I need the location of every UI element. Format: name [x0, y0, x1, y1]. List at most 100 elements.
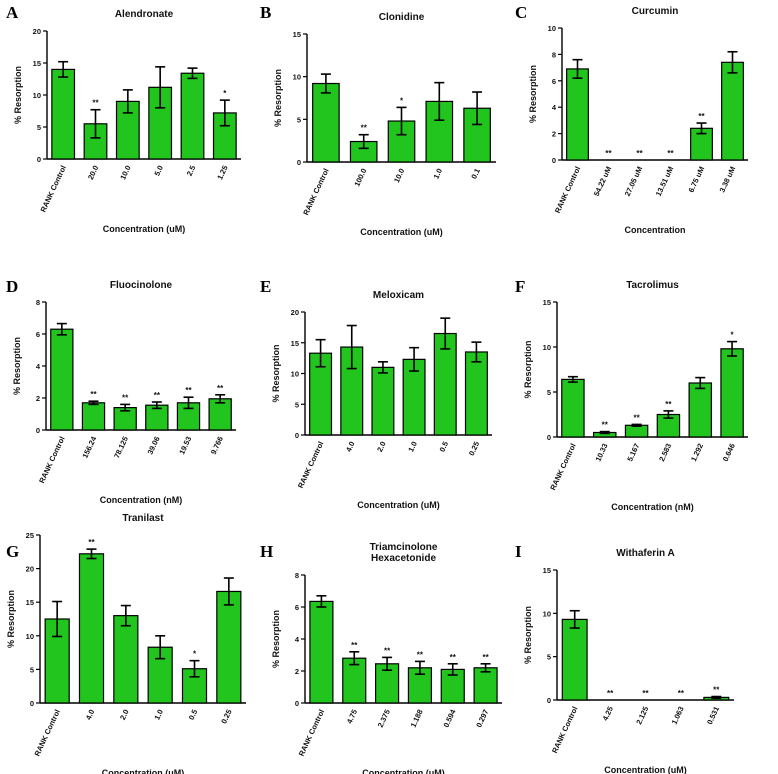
x-tick-label: RANK Control: [37, 435, 66, 485]
significance-mark: **: [90, 390, 97, 399]
significance-mark: **: [122, 393, 129, 402]
x-tick-label: 4.25: [601, 705, 615, 722]
x-axis-label: Concentration (uM): [360, 227, 443, 237]
x-axis-label: Concentration (nM): [611, 502, 694, 512]
panel-letter: E: [260, 277, 271, 296]
x-tick-label: 4.0: [344, 440, 357, 453]
x-tick-label: 1.0: [432, 167, 445, 180]
significance-mark: **: [665, 400, 672, 409]
y-tick-label: 0: [295, 431, 299, 440]
significance-mark: **: [607, 689, 614, 698]
y-axis-label: % Resorption: [523, 340, 533, 398]
x-tick-label: RANK Control: [297, 708, 326, 758]
bar: [78, 553, 105, 704]
y-tick-label: 5: [295, 400, 299, 409]
significance-mark: **: [667, 149, 674, 158]
x-tick-label: 1.292: [689, 442, 705, 463]
bar: [720, 348, 744, 438]
panel-letter: F: [515, 277, 525, 296]
y-tick-label: 8: [552, 50, 556, 59]
panel-letter: D: [6, 277, 18, 296]
bar: [51, 68, 76, 160]
x-tick-label: RANK Control: [33, 708, 62, 758]
chart-title: Triamcinolone: [370, 542, 438, 553]
significance-mark: *: [223, 89, 227, 98]
x-tick-label: 2.583: [657, 442, 673, 463]
significance-mark: *: [731, 331, 735, 340]
x-tick-label: 0.1: [469, 167, 482, 180]
x-tick-label: RANK Control: [550, 705, 579, 755]
y-tick-label: 4: [552, 103, 557, 112]
y-tick-label: 20: [33, 27, 41, 36]
bar: [561, 618, 588, 701]
x-tick-label: 2.125: [634, 705, 650, 726]
y-axis-label: % Resorption: [13, 66, 23, 124]
x-tick-label: RANK Control: [301, 167, 330, 217]
x-tick-label: 9.766: [209, 435, 225, 456]
x-tick-label: 0.25: [219, 708, 233, 725]
y-tick-label: 8: [295, 571, 299, 580]
significance-mark: **: [417, 650, 424, 659]
y-tick-label: 6: [552, 77, 556, 86]
panel-letter: H: [260, 542, 273, 561]
panel-c: C Curcumin % Resorption 0 2 4 6 8 10 RANK Control…: [515, 3, 748, 235]
y-tick-label: 5: [37, 123, 41, 132]
bar: [180, 72, 205, 160]
bar: [566, 68, 589, 161]
x-tick-label: 10.33: [593, 442, 609, 463]
y-tick-label: 6: [295, 603, 299, 612]
y-tick-label: 0: [297, 158, 301, 167]
chart-title: Alendronate: [115, 9, 174, 20]
y-axis-label: % Resorption: [12, 337, 22, 395]
panel-letter: C: [515, 3, 527, 22]
panel-b: B Clonidine % Resorption 0 5 10 15 RANK Control…: [260, 3, 496, 237]
x-tick-label: 0.297: [474, 708, 490, 729]
x-tick-label: 10.0: [392, 167, 406, 184]
y-tick-label: 15: [26, 598, 34, 607]
chart-title: Clonidine: [379, 12, 425, 23]
y-tick-label: 10: [291, 370, 299, 379]
chart-title: Withaferin A: [616, 548, 674, 559]
x-tick-label: 13.51 uM: [654, 165, 676, 198]
x-tick-label: 156.24: [80, 434, 98, 459]
y-tick-label: 10: [33, 91, 41, 100]
bar: [387, 120, 416, 163]
significance-mark: *: [400, 96, 404, 105]
bar: [561, 378, 585, 438]
y-tick-label: 5: [30, 665, 34, 674]
y-axis-label: % Resorption: [523, 606, 533, 664]
x-tick-label: 100.0: [352, 167, 368, 188]
x-tick-label: 5.0: [152, 164, 165, 177]
chart-title: Hexacetonide: [371, 553, 436, 564]
y-tick-label: 0: [37, 155, 41, 164]
panel-d: D Fluocinolone % Resorption 0 2 4 6 8 RANK Contr…: [6, 277, 236, 505]
y-tick-label: 6: [36, 330, 40, 339]
x-tick-label: 78.125: [112, 435, 130, 460]
chart-title: Curcumin: [632, 6, 679, 17]
y-tick-label: 10: [26, 632, 34, 641]
y-tick-label: 0: [552, 156, 556, 165]
x-tick-label: 0.5: [437, 440, 450, 453]
x-tick-label: 2.0: [118, 708, 131, 721]
x-axis-label: Concentration (uM): [103, 224, 186, 234]
panel-letter: B: [260, 3, 271, 22]
bar: [216, 590, 242, 704]
bar: [312, 82, 340, 163]
y-tick-label: 15: [293, 30, 301, 39]
x-axis-label: Concentration (uM): [102, 768, 185, 774]
y-tick-label: 15: [33, 59, 41, 68]
x-tick-label: 0.5: [187, 708, 200, 721]
x-tick-label: 39.06: [146, 435, 162, 456]
y-tick-label: 15: [543, 298, 551, 307]
bar: [371, 366, 395, 436]
significance-mark: **: [217, 384, 224, 393]
y-tick-label: 5: [297, 115, 301, 124]
panel-letter: I: [515, 542, 522, 561]
chart-title: Tacrolimus: [626, 280, 679, 291]
y-tick-label: 20: [26, 565, 34, 574]
x-axis-label: Concentration (uM): [604, 765, 687, 774]
x-tick-label: 1.188: [409, 708, 425, 729]
y-tick-label: 2: [552, 130, 556, 139]
y-tick-label: 10: [543, 343, 551, 352]
